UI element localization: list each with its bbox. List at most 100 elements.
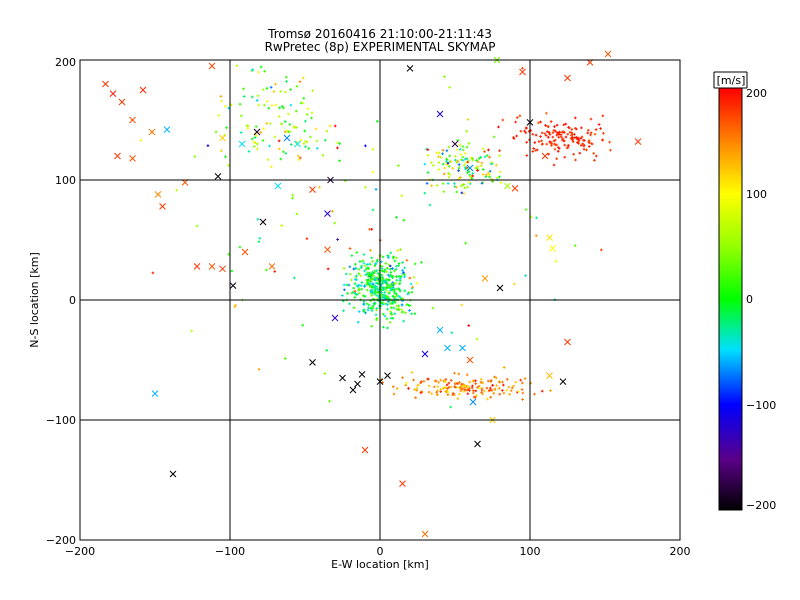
- scatter-point: [234, 303, 237, 307]
- scatter-point: [458, 385, 462, 389]
- scatter-point: [533, 141, 537, 144]
- scatter-point: [348, 247, 352, 250]
- scatter-point: [353, 282, 357, 285]
- scatter-point: [495, 163, 498, 167]
- scatter-point: [466, 171, 469, 174]
- scatter-point: [369, 280, 373, 283]
- scatter-point: [383, 314, 387, 318]
- cross-marker: [259, 218, 267, 226]
- cross-marker: [481, 275, 489, 282]
- scatter-point: [462, 183, 466, 186]
- scatter-point: [368, 262, 372, 266]
- scatter-point: [383, 291, 387, 294]
- chart-title: Tromsø 20160416 21:10:00-21:11:43: [267, 27, 492, 41]
- scatter-point: [442, 172, 446, 176]
- scatter-point: [364, 144, 367, 148]
- cross-marker: [324, 246, 331, 253]
- scatter-point: [304, 119, 307, 123]
- scatter-point: [390, 284, 394, 288]
- scatter-point: [434, 379, 438, 383]
- scatter-point: [512, 282, 516, 286]
- scatter-point: [345, 272, 348, 276]
- scatter-point: [481, 173, 485, 176]
- scatter-point: [370, 277, 374, 281]
- scatter-point: [280, 122, 284, 126]
- scatter-point: [382, 295, 386, 299]
- scatter-point: [291, 193, 295, 197]
- scatter-point: [398, 277, 402, 281]
- scatter-point: [270, 165, 273, 169]
- scatter-point: [524, 208, 528, 211]
- scatter-point: [393, 269, 396, 273]
- cross-marker: [564, 338, 571, 346]
- scatter-point: [563, 143, 567, 147]
- scatter-point: [362, 295, 366, 298]
- scatter-point: [426, 171, 430, 174]
- scatter-point: [239, 114, 243, 118]
- scatter-point: [272, 90, 276, 93]
- scatter-point: [573, 244, 577, 247]
- scatter-point: [310, 111, 314, 115]
- scatter-point: [477, 157, 481, 160]
- scatter-point: [547, 131, 551, 134]
- scatter-point: [374, 284, 377, 288]
- scatter-point: [370, 289, 374, 292]
- scatter-point: [372, 304, 375, 308]
- scatter-point: [360, 281, 364, 284]
- scatter-point: [494, 376, 498, 380]
- scatter-point: [477, 386, 480, 390]
- scatter-point: [464, 161, 468, 165]
- scatter-point: [448, 154, 451, 158]
- scatter-point: [579, 144, 583, 147]
- scatter-point: [436, 385, 440, 388]
- scatter-point: [397, 294, 401, 298]
- scatter-point: [388, 264, 392, 268]
- scatter-point: [426, 154, 430, 157]
- scatter-point: [563, 131, 566, 134]
- scatter-point: [343, 288, 346, 292]
- scatter-point: [395, 292, 398, 296]
- scatter-point: [323, 372, 327, 375]
- scatter-point: [554, 138, 557, 142]
- scatter-point: [139, 138, 143, 142]
- scatter-point: [365, 302, 369, 306]
- scatter-point: [455, 190, 458, 194]
- cross-marker: [511, 185, 519, 192]
- cross-marker: [466, 356, 474, 364]
- scatter-point: [250, 95, 254, 99]
- scatter-point: [257, 240, 261, 243]
- scatter-point: [257, 368, 261, 371]
- scatter-point: [409, 282, 413, 286]
- scatter-point: [190, 329, 193, 333]
- scatter-point: [431, 306, 435, 310]
- scatter-point: [516, 116, 519, 119]
- scatter-point: [376, 287, 379, 291]
- scatter-point: [274, 82, 277, 86]
- scatter-point: [345, 283, 349, 287]
- scatter-point: [367, 306, 370, 310]
- scatter-point: [282, 106, 285, 110]
- scatter-point: [288, 130, 292, 133]
- scatter-point: [537, 140, 541, 143]
- scatter-point: [587, 145, 591, 148]
- scatter-point: [593, 159, 596, 162]
- scatter-point: [493, 387, 497, 391]
- scatter-point: [382, 293, 386, 297]
- scatter-point: [395, 287, 398, 291]
- cross-marker: [459, 344, 466, 352]
- scatter-point: [551, 131, 555, 135]
- scatter-point: [531, 150, 535, 153]
- scatter-point: [474, 389, 478, 393]
- scatter-point: [442, 190, 446, 193]
- scatter-point: [265, 87, 269, 90]
- scatter-point: [457, 163, 461, 166]
- scatter-point: [328, 124, 332, 128]
- cross-marker: [474, 440, 481, 448]
- scatter-point: [448, 165, 451, 168]
- scatter-point: [466, 118, 470, 121]
- scatter-point: [270, 104, 274, 107]
- scatter-point: [489, 395, 493, 399]
- scatter-point: [474, 382, 477, 385]
- scatter-point: [517, 390, 520, 393]
- scatter-point: [230, 269, 234, 273]
